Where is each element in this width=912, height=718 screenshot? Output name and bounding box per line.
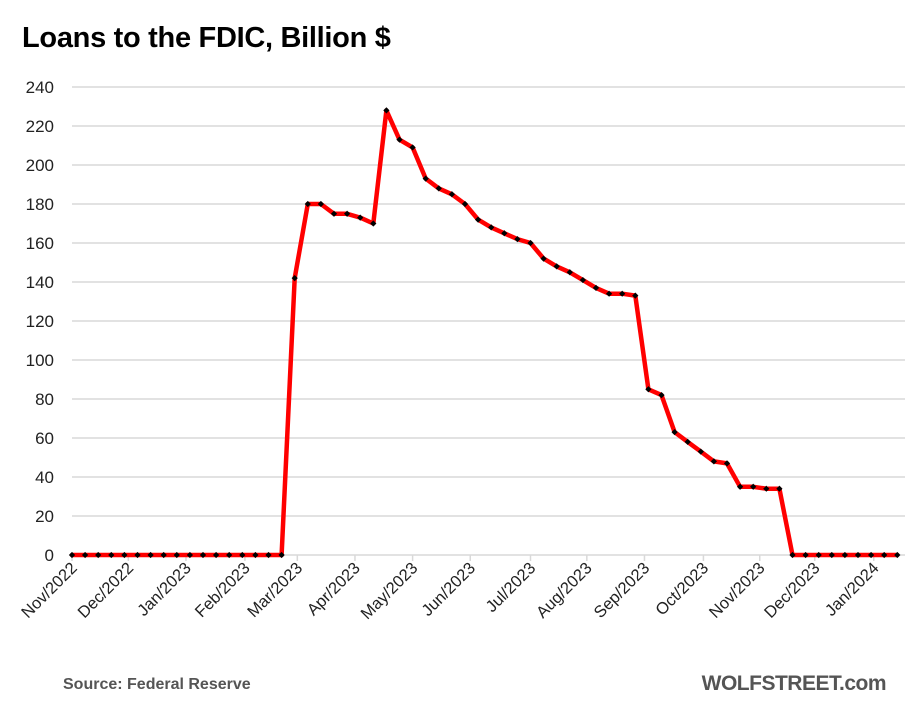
data-point: [278, 551, 285, 559]
y-tick-label: 120: [26, 312, 54, 331]
x-tick-label: Jan/2024: [822, 559, 883, 620]
x-tick-label: Mar/2023: [244, 559, 306, 621]
data-point: [894, 551, 901, 559]
data-point: [553, 263, 560, 270]
data-point: [684, 438, 691, 446]
y-tick-label: 200: [26, 156, 54, 175]
data-point: [579, 276, 587, 284]
data-point: [802, 551, 809, 559]
x-tick-label: Feb/2023: [192, 559, 254, 621]
data-point: [265, 551, 272, 559]
data-point: [474, 216, 482, 223]
data-point: [291, 274, 298, 282]
x-tick-label: Nov/2022: [18, 559, 81, 622]
x-tick-label: Nov/2023: [706, 559, 769, 622]
y-tick-label: 40: [35, 468, 54, 487]
data-point: [881, 551, 888, 559]
x-tick-label: Apr/2023: [304, 559, 364, 619]
x-tick-label: Aug/2023: [533, 559, 596, 622]
data-point: [815, 551, 822, 559]
x-tick-label: Jul/2023: [482, 559, 539, 616]
x-tick-label: Oct/2023: [652, 559, 712, 619]
y-tick-label: 220: [26, 117, 54, 136]
data-point: [147, 551, 154, 559]
x-tick-label: Sep/2023: [591, 559, 654, 622]
y-tick-label: 240: [26, 78, 54, 97]
y-tick-label: 0: [45, 546, 54, 565]
data-point: [632, 292, 639, 299]
y-tick-label: 140: [26, 273, 54, 292]
x-tick-label: Dec/2023: [761, 559, 824, 622]
data-point: [710, 458, 718, 465]
data-point: [697, 448, 704, 455]
gridlines: [72, 86, 905, 517]
chart-title: Loans to the FDIC, Billion $: [22, 22, 391, 54]
y-tick-label: 80: [35, 390, 54, 409]
x-tick-label: May/2023: [357, 559, 421, 623]
data-point: [867, 551, 875, 559]
data-point: [671, 429, 678, 436]
y-tick-label: 160: [26, 234, 54, 253]
data-point: [841, 551, 849, 559]
y-tick-label: 180: [26, 195, 54, 214]
series-group: [68, 107, 901, 559]
data-point: [212, 551, 220, 559]
y-tick-label: 60: [35, 429, 54, 448]
y-tick-label: 100: [26, 351, 54, 370]
x-axis-ticks: Nov/2022Dec/2022Jan/2023Feb/2023Mar/2023…: [18, 555, 883, 623]
series-line: [69, 108, 900, 558]
x-tick-label: Jun/2023: [418, 559, 479, 620]
brand-watermark: WOLFSTREET.com: [701, 672, 887, 695]
x-tick-label: Dec/2022: [74, 559, 137, 622]
y-tick-label: 20: [35, 507, 54, 526]
data-point: [789, 551, 796, 559]
data-point: [854, 551, 862, 559]
data-point: [828, 551, 835, 559]
source-note: Source: Federal Reserve: [63, 676, 251, 693]
x-tick-label: Jan/2023: [134, 559, 195, 620]
y-axis-ticks: 0 20 40 60 80 100 120 140 160 180 200 220 240: [26, 78, 54, 565]
